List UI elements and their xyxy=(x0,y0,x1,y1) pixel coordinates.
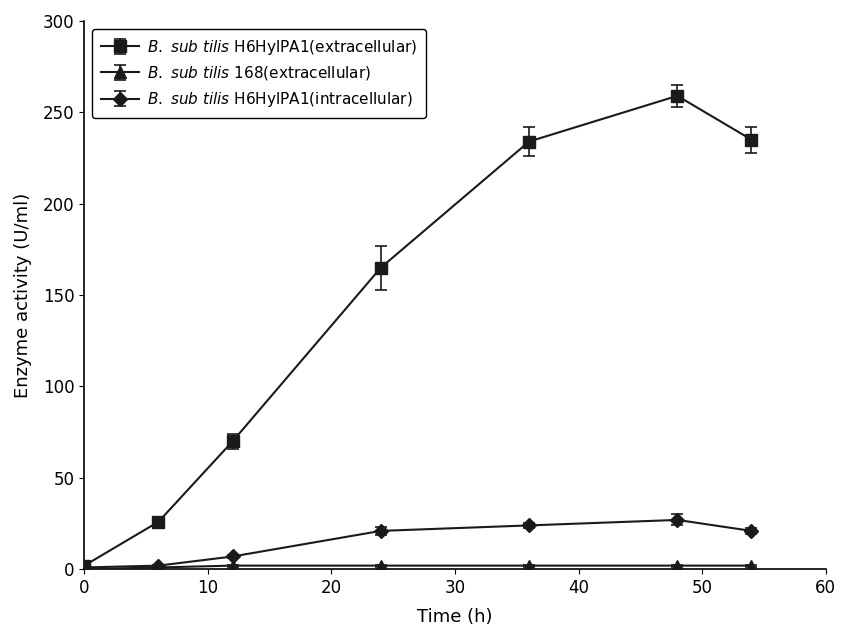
Y-axis label: Enzyme activity (U/ml): Enzyme activity (U/ml) xyxy=(14,193,32,397)
X-axis label: Time (h): Time (h) xyxy=(417,608,493,626)
Legend: $\it{B.}$ $\it{sub}$ $\it{tilis}$ H6HylPA1(extracellular), $\it{B.}$ $\it{sub}$ : $\it{B.}$ $\it{sub}$ $\it{tilis}$ H6HylP… xyxy=(92,29,427,118)
